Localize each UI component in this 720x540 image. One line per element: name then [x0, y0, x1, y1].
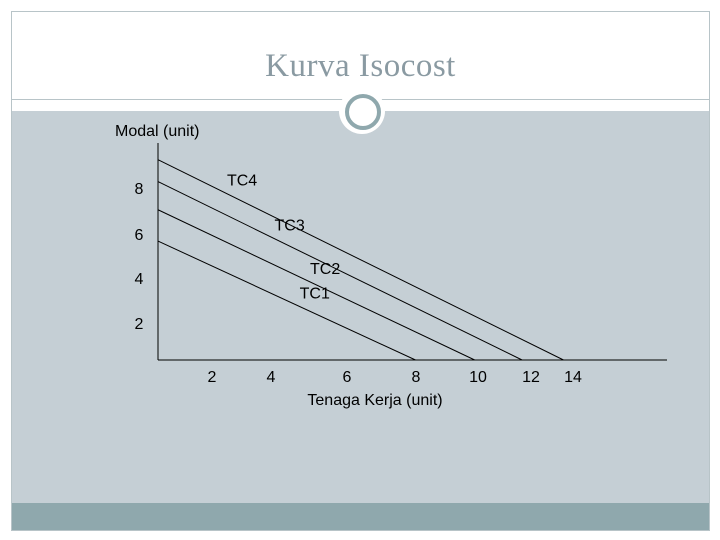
slide: Kurva Isocost — [11, 11, 710, 531]
series-label-tc2: TC2 — [310, 261, 340, 278]
x-tick-label: 10 — [469, 369, 487, 386]
footer-band — [12, 503, 709, 530]
x-tick-label: 6 — [343, 369, 352, 386]
ornament-ring-icon — [345, 94, 381, 130]
x-tick-label: 2 — [208, 369, 217, 386]
isocost-line-tc4 — [157, 159, 564, 361]
x-axis-label: Tenaga Kerja (unit) — [307, 392, 442, 409]
y-tick-label: 8 — [135, 181, 144, 198]
y-tick-label: 6 — [135, 227, 144, 244]
y-tick-label: 4 — [135, 271, 144, 288]
slide-title: Kurva Isocost — [265, 48, 456, 84]
x-tick-label: 14 — [564, 369, 582, 386]
isocost-line-tc1 — [157, 240, 416, 361]
x-tick-label: 12 — [522, 369, 540, 386]
tick-labels: 2 4 6 8 10 12 14 2 4 6 8 — [135, 181, 582, 386]
content-area — [12, 111, 709, 503]
isocost-line-tc2 — [157, 209, 475, 361]
series-labels: TC1 TC2 TC3 TC4 — [227, 173, 340, 303]
series-label-tc3: TC3 — [275, 218, 305, 235]
series-label-tc4: TC4 — [227, 173, 257, 190]
chart-axes — [157, 143, 667, 361]
x-tick-label: 4 — [267, 369, 276, 386]
isocost-line-tc3 — [157, 181, 523, 361]
x-tick-label: 8 — [412, 369, 421, 386]
series-label-tc1: TC1 — [300, 285, 330, 302]
series-lines — [157, 159, 564, 361]
y-axis-label: Modal (unit) — [115, 123, 199, 140]
y-tick-label: 2 — [135, 316, 144, 333]
